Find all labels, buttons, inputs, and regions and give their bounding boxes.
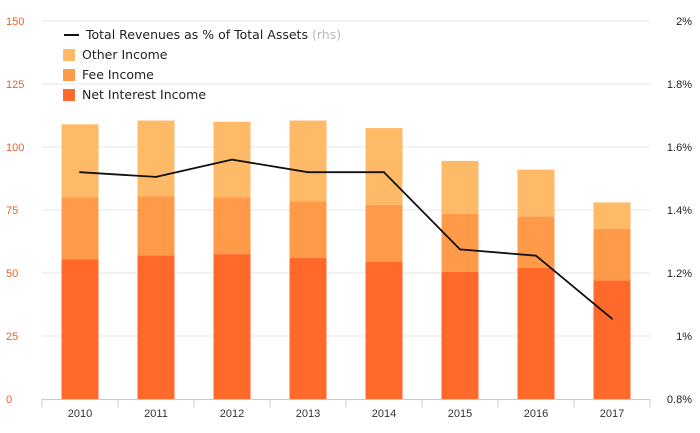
bar-fee-income [289,201,327,258]
bars [61,120,631,399]
bar-other-income [365,128,403,205]
y-tick-left: 150 [6,16,24,28]
y-tick-right: 2% [676,16,692,28]
bar-net-interest-income [365,261,403,399]
x-tick-label: 2015 [448,408,472,420]
y-tick-left: 50 [6,268,18,280]
bar-net-interest-income [289,257,327,399]
legend-swatch-fee-income [63,69,75,81]
line-point [611,317,613,320]
bar-net-interest-income [213,254,251,399]
bar-fee-income [593,228,631,281]
x-tick-label: 2010 [68,408,92,420]
bar-net-interest-income [441,271,479,399]
line-point [535,254,537,257]
y-tick-right: 1.6% [667,142,692,154]
line-point [79,171,81,174]
bar-net-interest-income [593,280,631,399]
axes: 0 25 50 75 100 125 150 0.8% 1% 1.2% 1.4% 1.6% 1.8% 2%… [6,16,692,420]
legend-label-net-interest-income: Net Interest Income [82,87,206,102]
line-point [231,158,233,161]
bar-net-interest-income [517,267,555,399]
bar-fee-income [61,197,99,260]
x-tick-label: 2017 [600,408,624,420]
legend-label-fee-income: Fee Income [82,67,154,82]
line-point [155,176,157,178]
y-tick-right: 1% [676,331,692,343]
y-tick-left: 125 [6,79,24,91]
bar-fee-income [137,196,175,256]
bar-other-income [137,120,175,197]
bar-other-income [61,124,99,198]
line-point [307,171,309,174]
legend-label-line: Total Revenues as % of Total Assets (rhs… [85,26,341,43]
y-tick-left: 75 [6,205,18,217]
legend-swatch-other-income [63,49,75,61]
bar-other-income [441,160,479,214]
y-tick-right: 0.8% [667,394,692,406]
legend-swatch-net-interest-income [63,89,75,101]
x-tick-label: 2013 [296,408,320,420]
revenue-line [79,158,613,320]
bar-other-income [593,202,631,229]
y-tick-right: 1.8% [667,79,692,91]
y-tick-right: 1.4% [667,205,692,217]
line-total-revenues-pct-assets [79,158,613,320]
bar-net-interest-income [137,255,175,399]
line-point [459,248,461,251]
y-tick-right: 1.2% [667,268,692,280]
bar-fee-income [517,216,555,268]
x-tick-label: 2011 [144,408,168,420]
y-tick-left: 0 [6,394,12,406]
legend-label-other-income: Other Income [82,47,168,62]
bar-fee-income [365,204,403,262]
y-tick-left: 25 [6,331,18,343]
bar-fee-income [213,197,251,255]
y-tick-left: 100 [6,142,24,154]
line-point [383,171,385,174]
bar-net-interest-income [61,259,99,399]
legend: Total Revenues as % of Total Assets (rhs… [63,26,341,102]
bar-fee-income [441,213,479,272]
x-tick-label: 2016 [524,408,548,420]
x-tick-label: 2012 [220,408,244,420]
bar-other-income [517,169,555,217]
x-tick-label: 2014 [372,408,396,420]
bar-other-income [289,120,327,202]
